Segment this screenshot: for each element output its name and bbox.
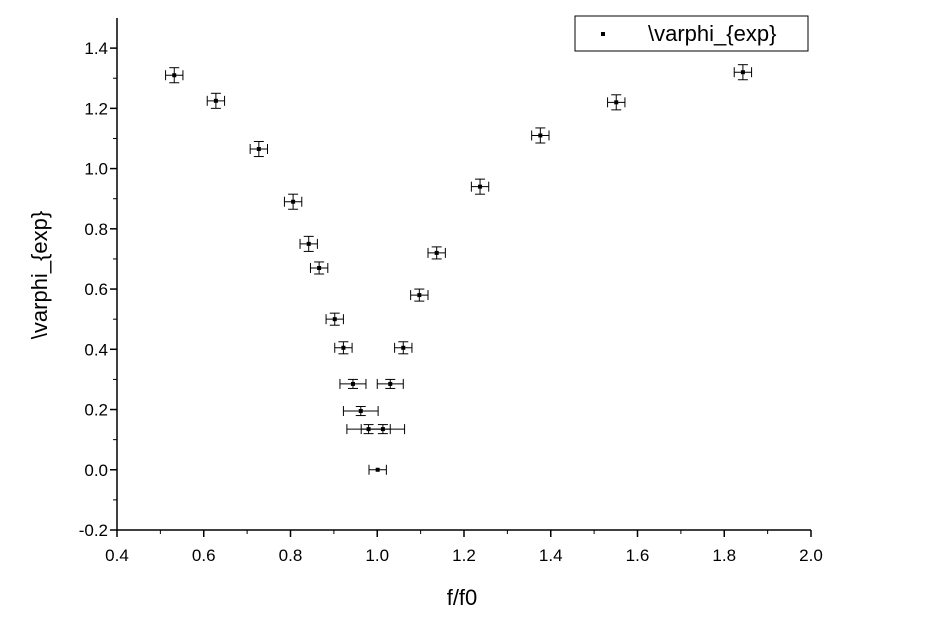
data-marker — [380, 427, 385, 432]
y-tick-label: 1.2 — [84, 99, 108, 118]
x-tick-label: 1.6 — [626, 546, 650, 565]
y-axis-ticks: -0.2 0.0 0.2 0.4 0.6 0.8 1.0 1.2 1.4 — [79, 39, 117, 540]
data-marker — [538, 133, 543, 138]
x-tick-label: 0.4 — [105, 546, 129, 565]
x-tick-label: 0.8 — [279, 546, 303, 565]
data-point — [165, 67, 184, 84]
data-point — [410, 288, 429, 302]
data-marker — [740, 70, 745, 75]
data-marker — [306, 241, 311, 246]
data-point — [470, 178, 490, 195]
data-point — [206, 92, 226, 109]
data-point — [283, 193, 303, 210]
x-tick-label: 1.4 — [539, 546, 563, 565]
data-marker — [478, 184, 483, 189]
data-point — [427, 246, 446, 260]
legend-box — [574, 15, 809, 52]
data-marker — [434, 250, 439, 255]
data-marker — [375, 467, 380, 472]
data-marker — [213, 98, 218, 103]
data-points — [165, 64, 753, 475]
data-point — [339, 378, 367, 389]
legend: \varphi_{exp} — [574, 15, 809, 52]
y-tick-label: 0.2 — [84, 401, 108, 420]
data-point — [733, 64, 753, 81]
x-tick-label: 1.8 — [712, 546, 736, 565]
data-marker — [256, 147, 261, 152]
x-axis-ticks: 0.4 0.6 0.8 1.0 1.2 1.4 1.6 1.8 2.0 — [105, 530, 823, 565]
y-tick-label: 0.6 — [84, 280, 108, 299]
data-point — [360, 424, 406, 435]
legend-label: \varphi_{exp} — [648, 21, 776, 46]
data-point — [299, 235, 318, 252]
minor-ticks — [113, 77, 769, 534]
data-marker — [417, 293, 422, 298]
data-marker — [614, 100, 619, 105]
data-marker — [291, 199, 296, 204]
y-tick-label: -0.2 — [79, 521, 108, 540]
data-point — [334, 341, 353, 355]
data-point — [376, 378, 404, 389]
data-marker — [350, 381, 355, 386]
legend-marker — [601, 32, 605, 36]
data-marker — [401, 345, 406, 350]
data-point — [342, 406, 379, 417]
x-tick-label: 1.0 — [365, 546, 389, 565]
data-point — [249, 140, 269, 158]
data-point — [368, 464, 387, 475]
y-tick-label: 0.8 — [84, 220, 108, 239]
data-point — [309, 261, 329, 275]
data-marker — [358, 409, 363, 414]
y-tick-label: 1.4 — [84, 39, 108, 58]
y-tick-label: 1.0 — [84, 160, 108, 179]
data-point — [531, 127, 550, 144]
x-tick-label: 1.2 — [452, 546, 476, 565]
y-axis-title: \varphi_{exp} — [27, 211, 52, 339]
data-marker — [317, 265, 322, 270]
data-marker — [332, 317, 337, 322]
y-tick-label: 0.4 — [84, 340, 108, 359]
x-tick-label: 0.6 — [192, 546, 216, 565]
data-marker — [341, 345, 346, 350]
data-marker — [388, 381, 393, 386]
y-tick-label: 0.0 — [84, 461, 108, 480]
data-point — [394, 341, 413, 355]
x-tick-label: 2.0 — [799, 546, 823, 565]
data-point — [607, 94, 626, 111]
x-axis-title: f/f0 — [447, 585, 478, 610]
data-point — [325, 312, 344, 326]
data-marker — [172, 73, 177, 78]
